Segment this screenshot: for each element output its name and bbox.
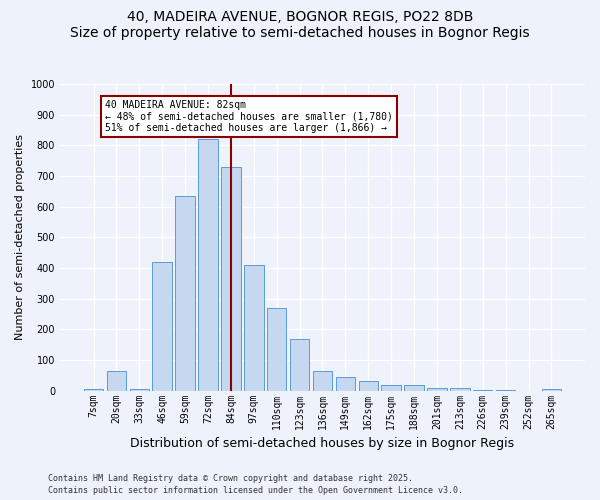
Bar: [130, 389, 149, 390]
Bar: [107, 370, 126, 390]
Bar: [244, 265, 263, 390]
Bar: [290, 338, 309, 390]
Bar: [198, 140, 218, 390]
Bar: [152, 262, 172, 390]
Bar: [404, 385, 424, 390]
Bar: [542, 389, 561, 390]
Text: Contains HM Land Registry data © Crown copyright and database right 2025.
Contai: Contains HM Land Registry data © Crown c…: [48, 474, 463, 495]
Bar: [84, 389, 103, 390]
Bar: [175, 196, 195, 390]
Y-axis label: Number of semi-detached properties: Number of semi-detached properties: [15, 134, 25, 340]
Bar: [359, 382, 378, 390]
Bar: [267, 308, 286, 390]
Text: 40, MADEIRA AVENUE, BOGNOR REGIS, PO22 8DB
Size of property relative to semi-det: 40, MADEIRA AVENUE, BOGNOR REGIS, PO22 8…: [70, 10, 530, 40]
Bar: [313, 370, 332, 390]
Bar: [221, 167, 241, 390]
Bar: [335, 377, 355, 390]
Text: 40 MADEIRA AVENUE: 82sqm
← 48% of semi-detached houses are smaller (1,780)
51% o: 40 MADEIRA AVENUE: 82sqm ← 48% of semi-d…: [105, 100, 393, 132]
X-axis label: Distribution of semi-detached houses by size in Bognor Regis: Distribution of semi-detached houses by …: [130, 437, 515, 450]
Bar: [382, 385, 401, 390]
Bar: [427, 388, 446, 390]
Bar: [450, 388, 470, 390]
